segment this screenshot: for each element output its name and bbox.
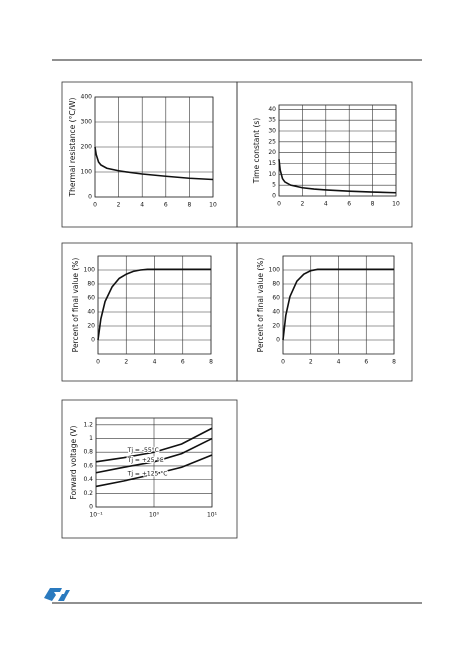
y-tick-label: 0.8	[83, 449, 93, 456]
y-tick-label: 15	[268, 160, 276, 167]
curve	[278, 159, 397, 194]
x-tick-label: 6	[164, 202, 168, 209]
curve	[94, 146, 214, 181]
y-tick-label: 20	[87, 323, 95, 330]
y-tick-label: 60	[87, 295, 95, 302]
x-tick-label: 10	[209, 202, 217, 209]
x-tick-label: 8	[187, 202, 191, 209]
x-tick-label: 4	[337, 359, 341, 366]
curve	[282, 268, 394, 341]
y-tick-label: 10	[268, 171, 276, 178]
y-tick-label: 40	[268, 106, 276, 113]
y-tick-label: 35	[268, 117, 276, 124]
y-tick-label: 400	[81, 94, 93, 101]
curve-label: Tj = -55°C	[127, 447, 159, 454]
logo	[44, 588, 70, 601]
y-tick-label: 30	[268, 128, 276, 135]
y-tick-label: 0	[88, 194, 92, 201]
y-tick-label: 40	[87, 309, 95, 316]
x-tick-label: 4	[153, 359, 157, 366]
x-tick-label: 10⁻¹	[89, 512, 103, 519]
y-tick-label: 25	[268, 138, 276, 145]
x-tick-label: 0	[281, 359, 285, 366]
x-tick-label: 10	[392, 201, 400, 208]
x-tick-label: 4	[140, 202, 144, 209]
y-tick-label: 80	[87, 281, 95, 288]
x-tick-label: 0	[96, 359, 100, 366]
y-tick-label: 1	[89, 435, 93, 442]
y-axis-label: Thermal resistance (°C/W)	[68, 97, 77, 197]
x-tick-label: 8	[371, 201, 375, 208]
y-tick-label: 0.4	[83, 476, 93, 483]
x-tick-label: 0	[93, 202, 97, 209]
curve-label: Tj = +25 °C	[127, 457, 164, 464]
y-tick-label: 100	[84, 267, 96, 274]
plot-frame	[278, 104, 397, 197]
y-tick-label: 200	[81, 144, 93, 151]
y-tick-label: 0	[89, 504, 93, 511]
y-tick-label: 40	[272, 309, 280, 316]
x-tick-label: 8	[392, 359, 396, 366]
x-tick-label: 6	[347, 201, 351, 208]
y-tick-label: 300	[81, 119, 93, 126]
y-tick-label: 0.2	[83, 490, 93, 497]
y-axis-label: Time constant (s)	[252, 118, 261, 185]
x-tick-label: 4	[324, 201, 328, 208]
x-tick-label: 6	[364, 359, 368, 366]
x-tick-label: 2	[300, 201, 304, 208]
y-tick-label: 0.6	[83, 462, 93, 469]
panel	[61, 399, 238, 539]
curve	[95, 427, 213, 463]
curve	[95, 454, 213, 488]
y-tick-label: 0	[272, 193, 276, 200]
y-tick-label: 100	[81, 169, 93, 176]
y-tick-label: 5	[272, 182, 276, 189]
x-tick-label: 6	[181, 359, 185, 366]
y-tick-label: 0	[91, 337, 95, 344]
panel	[236, 242, 413, 382]
y-tick-label: 20	[268, 149, 276, 156]
y-tick-label: 20	[272, 323, 280, 330]
curve	[97, 268, 211, 341]
y-axis-label: Percent of final value (%)	[256, 258, 265, 353]
panel	[236, 81, 413, 228]
y-tick-label: 60	[272, 295, 280, 302]
y-tick-label: 100	[269, 267, 281, 274]
x-tick-label: 2	[124, 359, 128, 366]
x-tick-label: 10¹	[207, 512, 218, 519]
y-axis-label: Forward voltage (V)	[69, 425, 78, 499]
x-tick-label: 10⁰	[149, 512, 160, 519]
y-tick-label: 80	[272, 281, 280, 288]
y-tick-label: 1.2	[83, 421, 93, 428]
x-tick-label: 8	[209, 359, 213, 366]
y-tick-label: 0	[276, 337, 280, 344]
curve	[95, 437, 213, 474]
x-tick-label: 0	[277, 201, 281, 208]
y-axis-label: Percent of final value (%)	[71, 258, 80, 353]
x-tick-label: 2	[309, 359, 313, 366]
x-tick-label: 2	[117, 202, 121, 209]
curve-label: Tj = +125 °C	[127, 470, 168, 477]
